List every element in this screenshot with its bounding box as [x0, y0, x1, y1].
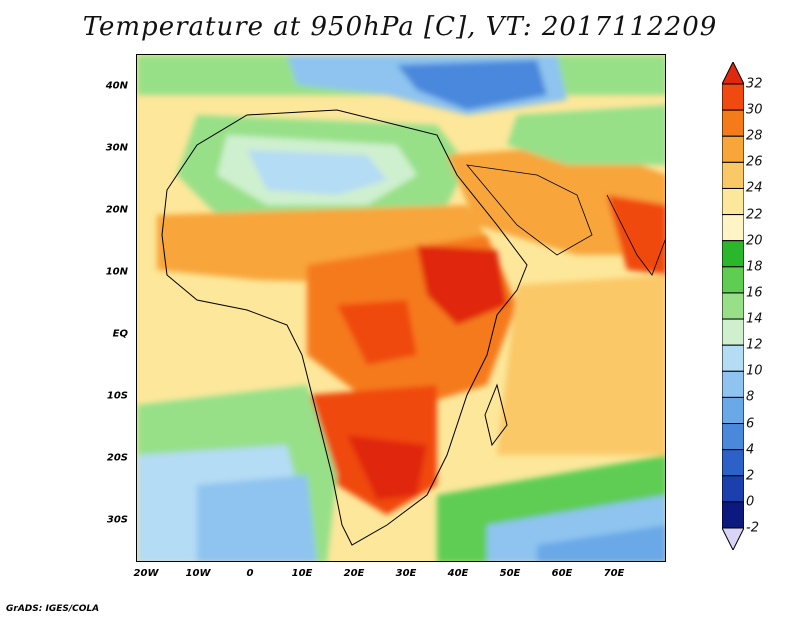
colorbar-band [722, 423, 744, 451]
colorbar-tick-label: 18 [746, 259, 763, 275]
temperature-map [136, 54, 666, 562]
colorbar-tick-label: 0 [746, 494, 755, 510]
colorbar-tick-label: 4 [746, 442, 755, 458]
colorbar-max-triangle [722, 62, 744, 85]
colorbar-tick-label: 24 [746, 180, 763, 196]
colorbar-tick-label: 14 [746, 311, 763, 327]
colorbar-band [722, 449, 744, 477]
colorbar-band [722, 292, 744, 320]
colorbar-band [722, 501, 744, 529]
colorbar-tick-label: 28 [746, 128, 763, 144]
colorbar-band [722, 187, 744, 216]
colorbar-band [722, 214, 744, 242]
lat-label-eq: EQ [112, 328, 128, 340]
lat-label-30s: 30S [106, 514, 128, 526]
colorbar [722, 62, 744, 550]
chart-title: Temperature at 950hPa [C], VT: 201711220… [82, 12, 718, 42]
lon-label-40e: 40E [447, 568, 469, 579]
colorbar-tick-label: 2 [746, 468, 755, 484]
colorbar-band [722, 318, 744, 346]
colorbar-tick-label: 20 [746, 233, 763, 249]
map-canvas [137, 55, 665, 561]
colorbar-band [722, 83, 744, 111]
colorbar-band [722, 475, 744, 503]
colorbar-band [722, 370, 744, 398]
colorbar-band [722, 161, 744, 189]
lon-label-50e: 50E [499, 568, 521, 579]
lat-label-10s: 10S [106, 390, 128, 402]
colorbar-band [722, 240, 744, 268]
lon-label-60e: 60E [551, 568, 573, 579]
colorbar-tick-label: 6 [746, 416, 755, 432]
lon-label-10w: 10W [185, 568, 211, 579]
colorbar-tick-label: 26 [746, 154, 763, 170]
colorbar-tick-label: 32 [746, 76, 763, 92]
colorbar-band [722, 266, 744, 294]
colorbar-tick-label: 16 [746, 285, 763, 301]
lon-label-20e: 20E [343, 568, 365, 579]
credit-text: GrADS: IGES/COLA [6, 604, 100, 614]
colorbar-tick-label: 22 [746, 207, 763, 223]
lon-label-0: 0 [246, 568, 254, 579]
lat-label-30n: 30N [105, 142, 128, 154]
lon-label-70e: 70E [603, 568, 625, 579]
lat-label-10n: 10N [105, 266, 128, 278]
colorbar-band [722, 344, 744, 372]
colorbar-tick-label: 12 [746, 337, 763, 353]
colorbar-tick-label: 10 [746, 363, 763, 379]
lat-label-20s: 20S [106, 452, 128, 464]
colorbar-band [722, 396, 744, 425]
colorbar-band [722, 135, 744, 163]
colorbar-tick-label: -2 [746, 520, 759, 536]
lon-label-10e: 10E [291, 568, 313, 579]
lon-label-30e: 30E [395, 568, 417, 579]
colorbar-band [722, 109, 744, 137]
colorbar-tick-label: 8 [746, 389, 755, 405]
lat-label-20n: 20N [105, 204, 128, 216]
colorbar-tick-label: 30 [746, 102, 763, 118]
lon-label-20w: 20W [133, 568, 159, 579]
lat-label-40n: 40N [105, 80, 128, 92]
colorbar-min-triangle [722, 527, 744, 550]
